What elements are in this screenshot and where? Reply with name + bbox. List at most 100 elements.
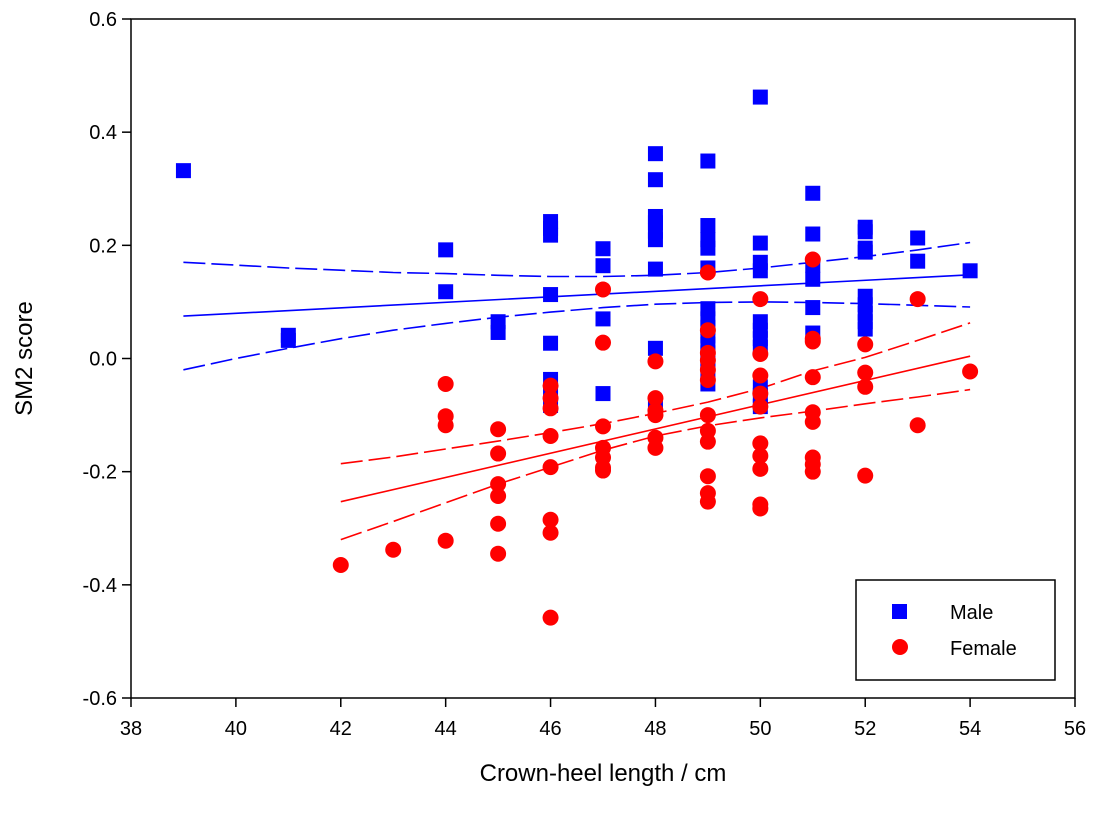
male-point — [647, 232, 663, 248]
female-point — [752, 398, 769, 415]
female-point — [490, 476, 507, 493]
y-tick-label: 0.6 — [89, 9, 117, 31]
male-point — [857, 244, 873, 260]
x-tick-label: 52 — [854, 718, 876, 740]
male-ci-upper-line — [183, 241, 971, 278]
male-point — [595, 386, 611, 402]
female-point — [490, 421, 507, 438]
male-point — [647, 172, 663, 188]
plot-area — [175, 89, 979, 626]
male-point — [280, 332, 296, 348]
male-fit-line — [183, 274, 971, 317]
male-point — [543, 335, 559, 351]
male-point — [805, 271, 821, 287]
y-tick-label: 0.2 — [89, 235, 117, 257]
female-point — [542, 377, 559, 394]
female-point — [699, 468, 716, 485]
female-point — [490, 545, 507, 562]
female-point — [962, 363, 979, 380]
female-point — [857, 364, 874, 381]
female-point — [699, 433, 716, 450]
female-ci-lower-line — [340, 388, 971, 541]
female-point — [490, 515, 507, 532]
female-point — [542, 609, 559, 626]
male-point — [595, 241, 611, 257]
male-point — [595, 258, 611, 274]
male-point — [490, 324, 506, 340]
male-ci-lower-line — [183, 301, 971, 371]
male-point — [752, 263, 768, 279]
female-point — [699, 322, 716, 339]
female-point — [752, 367, 769, 384]
female-point — [909, 291, 926, 308]
male-point — [543, 227, 559, 243]
female-point — [385, 541, 402, 558]
male-point — [805, 226, 821, 242]
female-point — [804, 369, 821, 386]
legend-male-label: Male — [950, 602, 993, 624]
female-point — [752, 460, 769, 477]
female-point — [752, 435, 769, 452]
female-point — [490, 445, 507, 462]
legend-female-marker — [892, 639, 908, 655]
legend-box — [855, 579, 1056, 681]
x-axis-label: Crown-heel length / cm — [480, 760, 727, 787]
y-axis: -0.6 -0.4 -0.2 0.0 0.2 0.4 0.6 — [83, 9, 131, 710]
x-tick-label: 42 — [330, 718, 352, 740]
y-tick-label: -0.6 — [83, 688, 117, 710]
female-point — [647, 407, 664, 424]
female-point — [542, 524, 559, 541]
female-point — [595, 281, 611, 298]
x-tick-label: 48 — [644, 718, 666, 740]
x-tick-label: 56 — [1064, 718, 1086, 740]
female-point — [909, 417, 926, 434]
female-point — [595, 462, 611, 479]
female-point — [857, 378, 874, 395]
female-point — [542, 511, 559, 528]
x-tick-label: 54 — [959, 718, 981, 740]
female-point — [804, 333, 821, 350]
male-point — [438, 284, 454, 300]
female-point — [437, 532, 454, 549]
female-point — [437, 375, 454, 392]
female-point — [804, 463, 821, 480]
female-point — [542, 459, 559, 476]
legend-male-marker — [892, 604, 907, 619]
female-point — [542, 428, 559, 445]
legend-female-label: Female — [950, 638, 1017, 660]
male-point — [910, 253, 926, 269]
male-point — [805, 185, 821, 201]
male-point — [175, 163, 191, 179]
female-point — [857, 336, 874, 353]
female-point — [595, 418, 611, 435]
x-tick-label: 38 — [120, 718, 142, 740]
female-point — [332, 557, 349, 574]
male-point — [595, 311, 611, 327]
y-axis-label: SM2 score — [11, 301, 38, 416]
male-point — [910, 230, 926, 246]
male-point — [438, 242, 454, 258]
x-tick-label: 50 — [749, 718, 771, 740]
y-tick-label: 0.4 — [89, 122, 117, 144]
female-point — [647, 439, 664, 456]
female-point — [647, 353, 664, 370]
x-tick-label: 46 — [539, 718, 561, 740]
female-point — [752, 500, 769, 517]
male-point — [962, 263, 978, 279]
male-point — [647, 261, 663, 277]
x-axis: 38 40 42 44 46 48 50 52 54 56 — [120, 698, 1086, 740]
female-point — [699, 264, 716, 281]
female-point — [647, 390, 664, 407]
female-point — [699, 407, 716, 424]
male-point — [647, 146, 663, 162]
male-point — [752, 235, 768, 251]
female-point — [490, 487, 507, 504]
female-point — [542, 400, 559, 417]
male-point — [700, 218, 716, 234]
female-point — [699, 372, 716, 389]
x-tick-label: 40 — [225, 718, 247, 740]
y-tick-label: -0.2 — [83, 462, 117, 484]
female-point — [752, 345, 769, 362]
male-point — [647, 340, 663, 356]
